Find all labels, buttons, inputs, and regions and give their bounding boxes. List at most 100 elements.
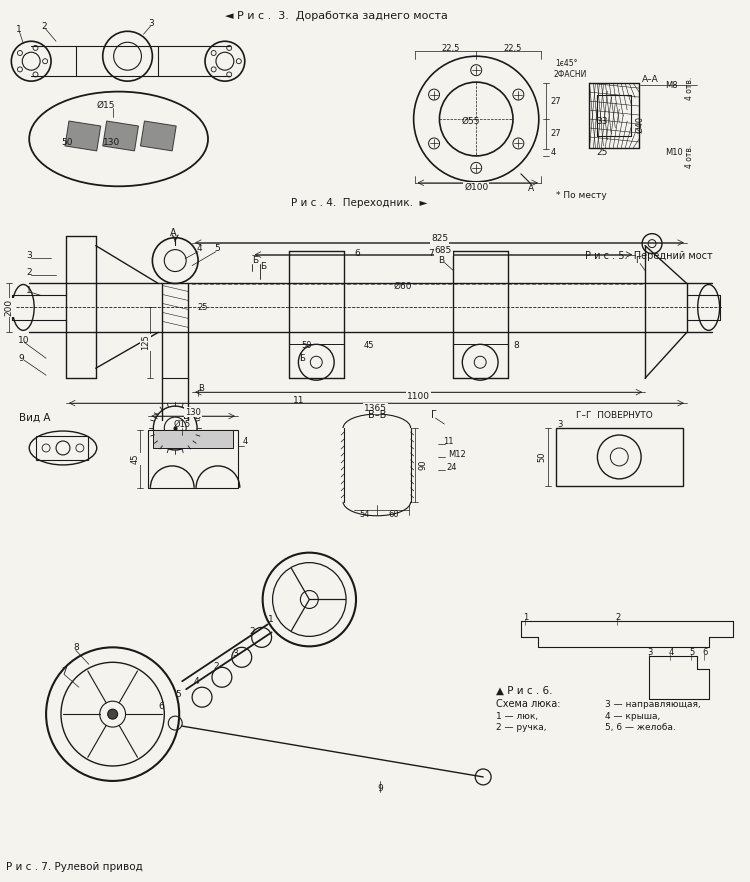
Text: ◄ Р и с .  3.  Доработка заднего моста: ◄ Р и с . 3. Доработка заднего моста xyxy=(225,11,448,21)
Text: 5, 6 — желоба.: 5, 6 — желоба. xyxy=(605,722,676,731)
Text: Р и с . 4.  Переходник.  ►: Р и с . 4. Переходник. ► xyxy=(292,198,428,208)
Text: 1 — люк,: 1 — люк, xyxy=(496,712,538,721)
Text: В: В xyxy=(439,256,445,265)
Text: 3: 3 xyxy=(558,420,563,429)
Polygon shape xyxy=(140,121,176,151)
Bar xyxy=(148,430,238,488)
Text: 1: 1 xyxy=(16,25,22,34)
Text: Б: Б xyxy=(299,354,305,363)
Text: Ø40: Ø40 xyxy=(635,116,644,132)
Text: Б: Б xyxy=(252,256,258,265)
Text: 1365: 1365 xyxy=(364,404,388,413)
Text: 1: 1 xyxy=(268,615,273,624)
Text: 2: 2 xyxy=(250,627,255,636)
Text: 25: 25 xyxy=(197,303,208,312)
Text: 6: 6 xyxy=(354,249,360,258)
Text: 6: 6 xyxy=(158,702,164,711)
Text: А: А xyxy=(170,228,177,237)
Text: 4: 4 xyxy=(196,244,202,253)
Polygon shape xyxy=(65,121,100,151)
Text: 7: 7 xyxy=(428,249,434,258)
Text: М10: М10 xyxy=(665,148,682,157)
Text: ▲ Р и с . 6.: ▲ Р и с . 6. xyxy=(496,686,553,696)
Circle shape xyxy=(108,709,118,719)
Text: 5: 5 xyxy=(214,244,220,253)
Text: 3: 3 xyxy=(647,648,652,657)
Text: 4: 4 xyxy=(669,648,674,657)
Text: 4 отв.: 4 отв. xyxy=(685,145,694,168)
Text: 9: 9 xyxy=(18,354,24,363)
Text: 22,5: 22,5 xyxy=(503,44,521,53)
Text: Р и с . 7. Рулевой привод: Р и с . 7. Рулевой привод xyxy=(6,862,143,871)
Bar xyxy=(76,46,158,76)
Text: 2ФАСНИ: 2ФАСНИ xyxy=(554,70,587,78)
Text: Ø100: Ø100 xyxy=(464,183,488,192)
Text: 4: 4 xyxy=(243,437,248,446)
Text: 11: 11 xyxy=(443,437,454,446)
Text: 4: 4 xyxy=(193,676,199,685)
Text: 27: 27 xyxy=(550,96,561,106)
Text: А–А: А–А xyxy=(642,75,658,84)
Bar xyxy=(36,436,88,460)
Text: 50: 50 xyxy=(61,138,73,147)
Text: 1: 1 xyxy=(26,286,32,295)
Text: Г: Г xyxy=(635,256,640,265)
Text: 5: 5 xyxy=(690,648,695,657)
Text: 45: 45 xyxy=(364,340,374,350)
Text: 1є45°: 1є45° xyxy=(556,59,578,68)
Text: Схема люка:: Схема люка: xyxy=(496,699,560,709)
Text: 3: 3 xyxy=(148,19,154,28)
Text: 4 отв.: 4 отв. xyxy=(685,77,694,100)
Text: 24: 24 xyxy=(446,463,457,473)
Text: 1100: 1100 xyxy=(407,392,430,400)
Text: Б: Б xyxy=(260,262,266,271)
Text: 2: 2 xyxy=(213,662,218,671)
Text: 9: 9 xyxy=(377,784,382,794)
Text: В: В xyxy=(198,384,204,392)
Text: 50: 50 xyxy=(302,340,312,350)
Text: 685: 685 xyxy=(435,246,452,255)
Text: 27: 27 xyxy=(550,130,561,138)
Text: 25: 25 xyxy=(597,148,608,157)
Text: М12: М12 xyxy=(448,451,466,460)
Text: 2: 2 xyxy=(615,613,620,622)
Text: 54: 54 xyxy=(359,511,370,519)
Text: 5: 5 xyxy=(176,690,181,699)
Text: Ø60: Ø60 xyxy=(394,282,412,291)
Text: 8: 8 xyxy=(513,340,519,350)
Bar xyxy=(153,430,232,448)
Text: Вид А: Вид А xyxy=(20,413,51,423)
Bar xyxy=(598,95,632,136)
Text: 4: 4 xyxy=(550,148,556,157)
Text: 130: 130 xyxy=(103,138,120,147)
Text: 50: 50 xyxy=(537,452,546,462)
Text: A: A xyxy=(528,184,534,193)
Text: 3 — направляющая,: 3 — направляющая, xyxy=(605,699,701,708)
Polygon shape xyxy=(103,121,139,151)
Text: 10: 10 xyxy=(18,336,30,345)
Text: 3: 3 xyxy=(232,649,238,658)
Text: 2: 2 xyxy=(41,22,46,31)
Text: Б–Б: Б–Б xyxy=(183,411,201,421)
Text: Ø15: Ø15 xyxy=(173,420,190,429)
Text: Ø15: Ø15 xyxy=(97,101,115,109)
Text: 200: 200 xyxy=(4,299,13,316)
Text: 2 — ручка,: 2 — ручка, xyxy=(496,722,547,731)
Text: 11: 11 xyxy=(293,396,305,405)
Text: 45: 45 xyxy=(131,453,140,464)
Text: 90: 90 xyxy=(418,460,427,470)
Text: 8: 8 xyxy=(73,643,79,652)
Text: 3: 3 xyxy=(26,251,32,260)
Text: 6: 6 xyxy=(703,648,708,657)
Text: 825: 825 xyxy=(431,234,448,243)
Text: 4 — крыша,: 4 — крыша, xyxy=(605,712,661,721)
Text: 7: 7 xyxy=(61,667,67,676)
Text: Г: Г xyxy=(430,410,436,420)
Text: 130: 130 xyxy=(185,407,201,416)
Text: Г–Г  ПОВЕРНУТО: Г–Г ПОВЕРНУТО xyxy=(575,411,652,420)
Text: М8: М8 xyxy=(665,80,677,90)
Text: 60: 60 xyxy=(388,511,400,519)
Text: 1: 1 xyxy=(523,613,528,622)
Text: Ø55: Ø55 xyxy=(462,116,481,125)
Text: 33: 33 xyxy=(596,116,608,125)
